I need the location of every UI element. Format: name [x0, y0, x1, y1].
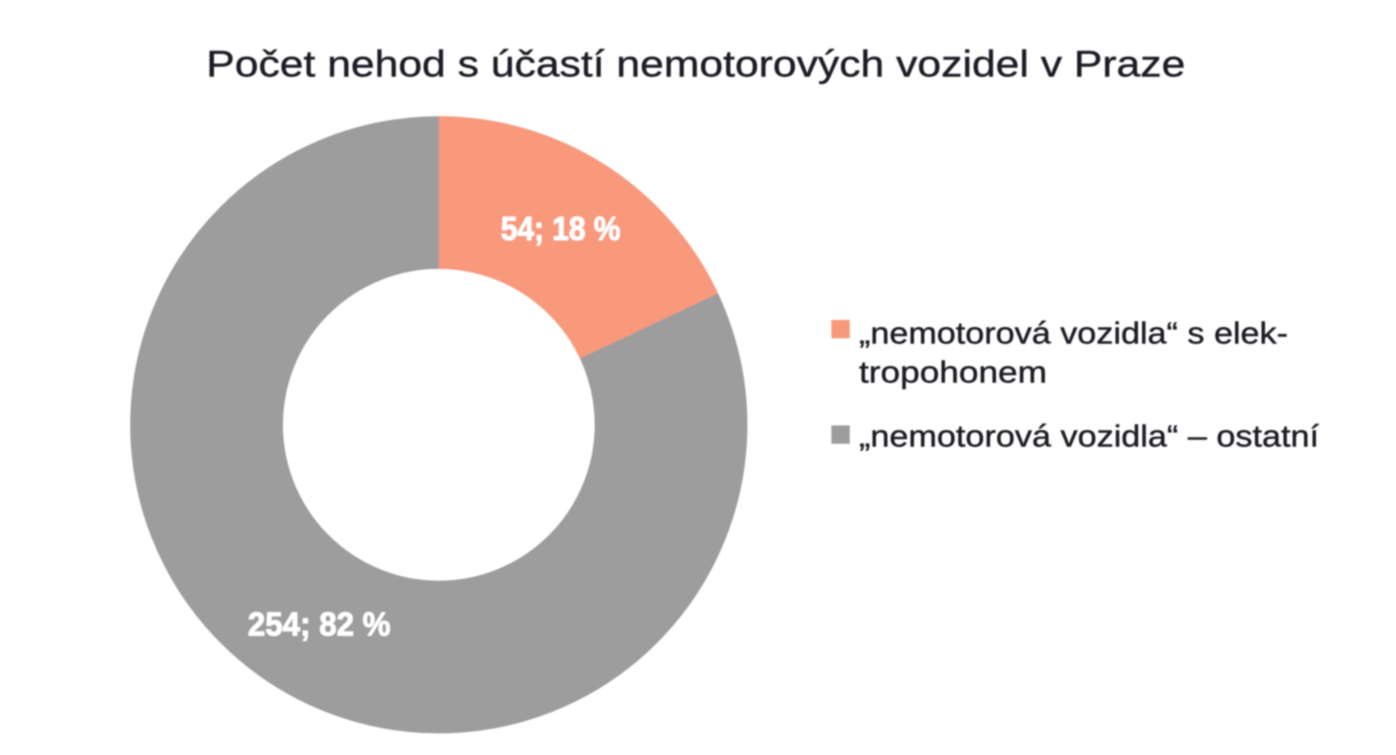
svg-text:Počet nehod s účastí nemotorov: Počet nehod s účastí nemotorových vozide… — [206, 44, 1185, 85]
svg-text:54; 18 %: 54; 18 % — [501, 211, 621, 248]
svg-text:„nemotorová vozidla“ s elek-: „nemotorová vozidla“ s elek- — [859, 316, 1288, 350]
svg-text:254; 82 %: 254; 82 % — [248, 607, 391, 644]
svg-text:„nemotorová vozidla“ – ostatní: „nemotorová vozidla“ – ostatní — [859, 420, 1320, 454]
svg-text:tropohonem: tropohonem — [859, 356, 1047, 390]
